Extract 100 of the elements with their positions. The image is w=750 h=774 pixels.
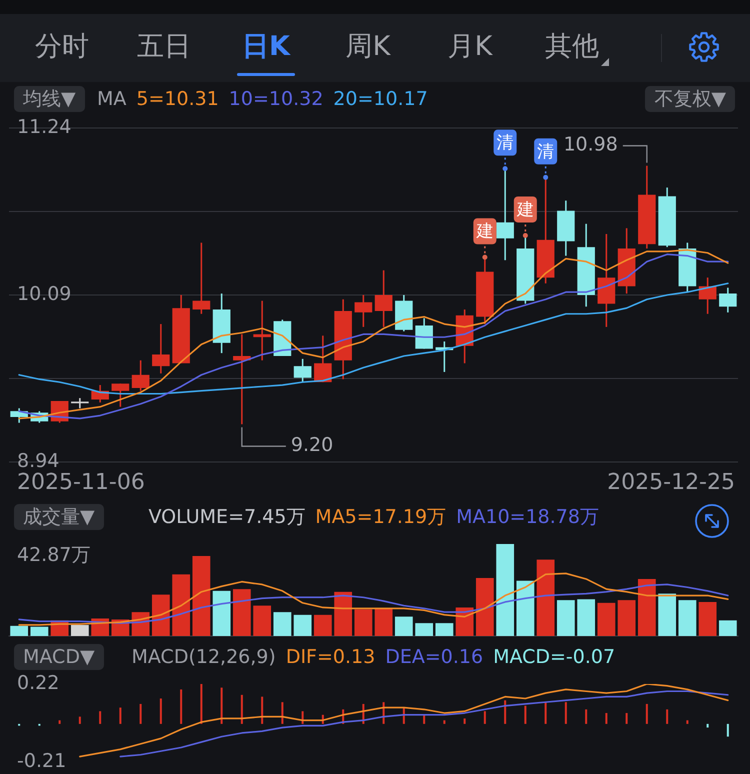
- bar: [281, 702, 284, 724]
- text: 月K: [448, 31, 492, 62]
- bar: [394, 616, 413, 636]
- chart-title: 均线▼: [23, 88, 76, 110]
- text: 20=10.17: [333, 88, 428, 110]
- bar: [435, 623, 454, 636]
- bar: [718, 620, 737, 636]
- bar: [638, 578, 656, 636]
- bar: [374, 608, 393, 636]
- bar: [618, 600, 636, 636]
- text: 5=10.31: [136, 88, 219, 110]
- bar: [597, 602, 616, 636]
- text: 2025-12-25: [607, 470, 735, 496]
- text: 2025-11-06: [17, 470, 145, 496]
- dropdown-button: 成交量▼: [14, 504, 104, 530]
- chart-title: 成交量▼: [23, 506, 95, 528]
- series-label: MACD=-0.07: [493, 646, 616, 668]
- text: 周K: [346, 31, 390, 62]
- bar: [585, 709, 588, 724]
- bar: [726, 724, 729, 737]
- text: 五日: [137, 31, 191, 62]
- bar: [261, 696, 264, 724]
- annotation: 10.98: [563, 134, 618, 156]
- bar: [70, 624, 89, 636]
- bar: [564, 702, 567, 724]
- bar: [273, 612, 292, 636]
- candlestick: [294, 358, 312, 383]
- data-label: 建: [475, 222, 494, 242]
- bar: [212, 590, 231, 636]
- bar: [30, 626, 48, 636]
- bar: [516, 580, 534, 636]
- text: MA5=17.19万: [315, 506, 446, 528]
- bar: [240, 694, 243, 724]
- bar: [476, 578, 494, 636]
- bar: [524, 706, 526, 724]
- data-label: 清: [537, 142, 554, 162]
- bar: [646, 704, 648, 724]
- bar: [140, 704, 142, 724]
- bar: [172, 574, 190, 636]
- bar: [666, 709, 668, 724]
- bar: [314, 614, 332, 636]
- bar: [415, 623, 434, 636]
- bar: [192, 556, 210, 636]
- annotation: 9.20: [290, 434, 334, 456]
- bar: [160, 698, 162, 724]
- text: DIF=0.13: [286, 646, 376, 668]
- bar: [464, 718, 466, 724]
- bar: [544, 702, 547, 724]
- bar: [496, 544, 514, 636]
- bar: [577, 599, 596, 636]
- chart-title: MACD▼: [23, 646, 95, 668]
- bar: [605, 713, 608, 724]
- data-label: 建: [516, 200, 534, 220]
- candlestick: [253, 300, 271, 362]
- bar: [484, 711, 486, 724]
- candlestick: [354, 294, 372, 328]
- y-tick-label: 8.94: [17, 450, 60, 472]
- bar: [152, 594, 170, 636]
- y-tick-label: 10.09: [17, 282, 72, 305]
- candlestick: [374, 270, 392, 328]
- legend-title: MACD(12,26,9): [132, 646, 276, 668]
- bar: [334, 592, 352, 636]
- text: 日K: [242, 31, 290, 62]
- candlestick: [152, 323, 170, 374]
- candlestick: [719, 286, 737, 314]
- bar: [678, 600, 696, 636]
- candlestick: [71, 397, 89, 410]
- y-tick-label: 0.22: [17, 672, 60, 694]
- dropdown-button: MACD▼: [14, 644, 104, 670]
- candlestick: [415, 317, 433, 350]
- bar: [698, 602, 717, 636]
- text: 10=10.32: [228, 88, 324, 110]
- y-tick-label: 11.24: [17, 116, 72, 138]
- bar: [443, 720, 446, 724]
- candlestick: [233, 333, 251, 425]
- text: 分时: [35, 31, 89, 62]
- candlestick: [192, 242, 210, 315]
- bar: [686, 720, 688, 724]
- legend-title: MA: [97, 88, 126, 110]
- bar: [706, 724, 709, 728]
- text: DEA=0.16: [385, 646, 484, 668]
- y-tick-label: -0.21: [17, 750, 66, 772]
- bar: [10, 626, 28, 636]
- bar: [99, 711, 102, 724]
- bar: [119, 708, 122, 724]
- data-label: 清: [496, 133, 514, 154]
- bar: [220, 688, 223, 724]
- candlestick: [132, 360, 150, 392]
- bar: [658, 594, 676, 636]
- bar: [200, 684, 202, 724]
- point: [482, 254, 488, 260]
- point: [543, 174, 548, 180]
- bar: [504, 700, 506, 724]
- text: MA10=18.78万: [456, 506, 599, 528]
- text: VOLUME=7.45万: [148, 506, 306, 528]
- text: 其他: [545, 31, 599, 62]
- dropdown-button: 均线▼: [14, 86, 85, 112]
- bar: [78, 716, 81, 724]
- bar: [253, 606, 272, 636]
- annotation: 42.87万: [17, 543, 90, 567]
